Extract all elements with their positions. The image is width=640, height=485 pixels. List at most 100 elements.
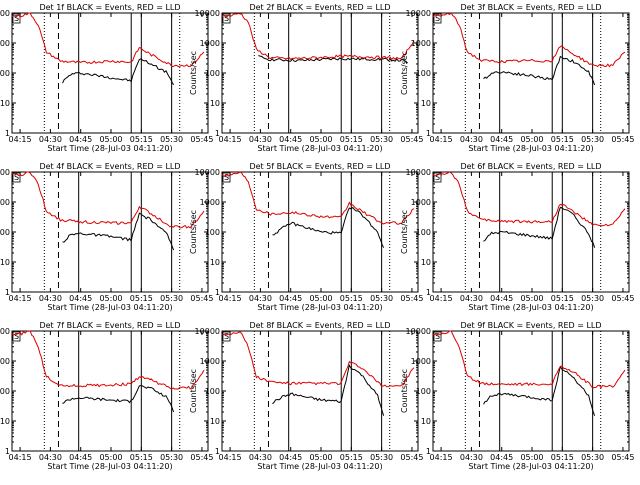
y-axis-label: Counts/sec xyxy=(189,51,198,95)
y-tick-label: 100 xyxy=(205,387,220,396)
y-tick-label: 1 xyxy=(426,288,431,297)
series-events-line xyxy=(272,206,385,248)
y-tick-label: 10000 xyxy=(406,9,431,18)
x-tick-label: 05:45 xyxy=(190,294,213,303)
x-tick-label: 04:15 xyxy=(430,294,453,303)
y-tick-label: 100 xyxy=(205,228,220,237)
panel-det-1: Det 1f BLACK = Events, RED = LLD 1 10 100 10… xyxy=(0,3,213,153)
x-tick-label: 05:30 xyxy=(370,453,393,462)
x-tick-label: 05:00 xyxy=(99,294,122,303)
panel-title: Det 4f BLACK = Events, RED = LLD xyxy=(39,162,180,171)
x-tick-label: 05:45 xyxy=(611,294,634,303)
panel-det-9: Det 9f BLACK = Events, RED = LLD 1 10 100 10… xyxy=(400,321,634,471)
corner-label: S xyxy=(14,173,19,182)
x-tick-label: 04:30 xyxy=(249,135,272,144)
x-tick-label: 04:30 xyxy=(249,294,272,303)
x-tick-label: 05:45 xyxy=(190,135,213,144)
x-tick-label: 05:00 xyxy=(520,453,543,462)
x-tick-label: 05:00 xyxy=(309,135,332,144)
corner-box xyxy=(12,13,21,24)
y-tick-label: 1 xyxy=(5,447,10,456)
x-tick-label: 04:30 xyxy=(39,294,62,303)
x-tick-label: 04:30 xyxy=(39,135,62,144)
y-tick-label: 10 xyxy=(421,99,431,108)
x-axis-label: Start Time (28-Jul-03 04:11:20) xyxy=(257,144,382,153)
y-tick-label: 10000 xyxy=(0,9,10,18)
y-tick-label: 10 xyxy=(0,258,10,267)
x-tick-label: 05:30 xyxy=(160,135,183,144)
y-tick-label: 10000 xyxy=(195,168,220,177)
corner-box xyxy=(222,13,231,24)
y-tick-label: 1 xyxy=(215,129,220,138)
corner-label: S xyxy=(224,14,229,23)
x-tick-label: 05:15 xyxy=(551,135,574,144)
x-tick-label: 04:15 xyxy=(9,453,32,462)
x-tick-label: 04:30 xyxy=(460,453,483,462)
corner-label: S xyxy=(435,173,440,182)
series-events-line xyxy=(483,206,596,248)
x-tick-label: 04:15 xyxy=(430,135,453,144)
series-lld-line xyxy=(432,12,626,68)
x-tick-label: 04:45 xyxy=(69,135,92,144)
y-tick-label: 10000 xyxy=(0,327,10,336)
x-tick-label: 04:15 xyxy=(9,294,32,303)
x-tick-label: 05:45 xyxy=(190,453,213,462)
y-tick-label: 100 xyxy=(0,387,10,396)
y-tick-label: 1000 xyxy=(411,39,431,48)
y-tick-label: 10 xyxy=(0,417,10,426)
panel-det-3: Det 3f BLACK = Events, RED = LLD 1 10 100 10… xyxy=(400,3,634,153)
x-tick-label: 05:30 xyxy=(581,294,604,303)
plot-frame xyxy=(11,330,209,452)
y-tick-label: 100 xyxy=(0,228,10,237)
y-tick-label: 10000 xyxy=(195,9,220,18)
x-tick-label: 04:45 xyxy=(69,453,92,462)
y-tick-label: 1 xyxy=(5,129,10,138)
x-axis-label: Start Time (28-Jul-03 04:11:20) xyxy=(468,144,593,153)
series-events-line xyxy=(483,55,596,86)
x-tick-label: 04:45 xyxy=(279,453,302,462)
x-tick-label: 04:45 xyxy=(69,294,92,303)
x-tick-label: 05:45 xyxy=(611,453,634,462)
panel-title: Det 3f BLACK = Events, RED = LLD xyxy=(460,3,601,12)
y-tick-label: 10 xyxy=(421,258,431,267)
y-tick-label: 1000 xyxy=(0,198,10,207)
panel-title: Det 5f BLACK = Events, RED = LLD xyxy=(249,162,390,171)
x-tick-label: 04:15 xyxy=(219,294,242,303)
x-tick-label: 04:45 xyxy=(279,135,302,144)
series-events-line xyxy=(272,363,385,416)
x-tick-label: 05:00 xyxy=(520,294,543,303)
x-axis-label: Start Time (28-Jul-03 04:11:20) xyxy=(257,462,382,471)
panel-title: Det 8f BLACK = Events, RED = LLD xyxy=(249,321,390,330)
x-tick-label: 04:45 xyxy=(490,294,513,303)
y-tick-label: 100 xyxy=(0,69,10,78)
y-axis-label: Counts/sec xyxy=(400,210,409,254)
y-tick-label: 10 xyxy=(421,417,431,426)
y-tick-label: 1000 xyxy=(0,357,10,366)
y-tick-label: 1 xyxy=(5,288,10,297)
panel-title: Det 2f BLACK = Events, RED = LLD xyxy=(249,3,390,12)
x-tick-label: 05:00 xyxy=(309,294,332,303)
plot-frame xyxy=(11,12,209,134)
plot-frame xyxy=(221,330,419,452)
x-tick-label: 05:00 xyxy=(99,135,122,144)
corner-label: S xyxy=(224,332,229,341)
x-tick-label: 05:30 xyxy=(160,294,183,303)
panel-title: Det 6f BLACK = Events, RED = LLD xyxy=(460,162,601,171)
y-axis-label: Counts/sec xyxy=(189,210,198,254)
corner-label: S xyxy=(14,332,19,341)
panel-det-5: Det 5f BLACK = Events, RED = LLD 1 10 100 10… xyxy=(189,162,423,312)
x-tick-label: 04:45 xyxy=(490,135,513,144)
x-tick-label: 05:15 xyxy=(340,135,363,144)
x-tick-label: 04:15 xyxy=(219,135,242,144)
panel-title: Det 7f BLACK = Events, RED = LLD xyxy=(39,321,180,330)
x-axis-label: Start Time (28-Jul-03 04:11:20) xyxy=(468,303,593,312)
panel-det-6: Det 6f BLACK = Events, RED = LLD 1 10 100 10… xyxy=(400,162,634,312)
x-tick-label: 05:30 xyxy=(370,294,393,303)
x-tick-label: 05:15 xyxy=(130,135,153,144)
x-tick-label: 05:45 xyxy=(400,453,423,462)
series-lld-line xyxy=(432,171,626,227)
plot-frame xyxy=(432,12,630,134)
y-tick-label: 100 xyxy=(205,69,220,78)
y-tick-label: 1 xyxy=(426,447,431,456)
